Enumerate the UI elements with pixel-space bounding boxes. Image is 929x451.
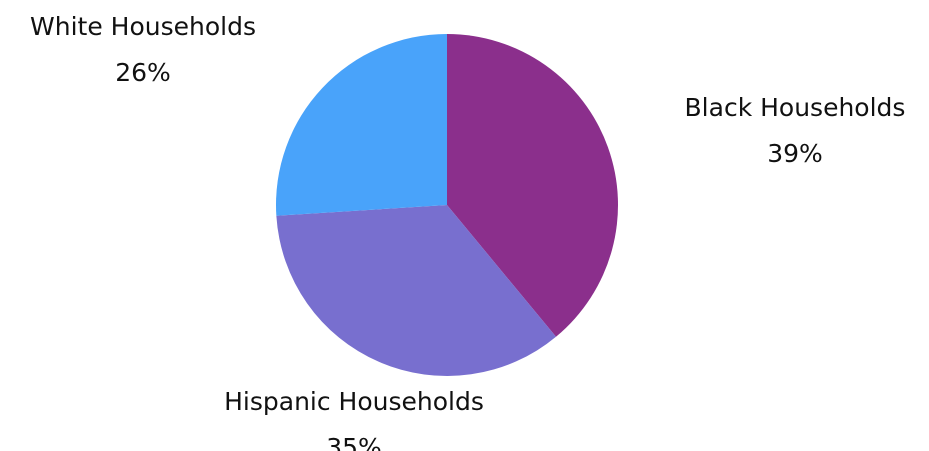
slice-name-black: Black Households [684, 93, 906, 122]
slice-name-hispanic: Hispanic Households [224, 387, 484, 416]
slice-name-white: White Households [30, 12, 256, 41]
pie-slice-hispanic [276, 205, 556, 376]
slice-label-black: Black Households 39% [662, 85, 928, 177]
pie-slice-white [275, 34, 447, 216]
slice-label-white: White Households 26% [10, 4, 276, 96]
slice-value-hispanic: 35% [326, 433, 382, 451]
slice-value-white: 26% [115, 58, 171, 87]
slice-value-black: 39% [767, 139, 823, 168]
slice-label-hispanic: Hispanic Households 35% [198, 379, 510, 451]
pie-slice-black [447, 34, 618, 337]
